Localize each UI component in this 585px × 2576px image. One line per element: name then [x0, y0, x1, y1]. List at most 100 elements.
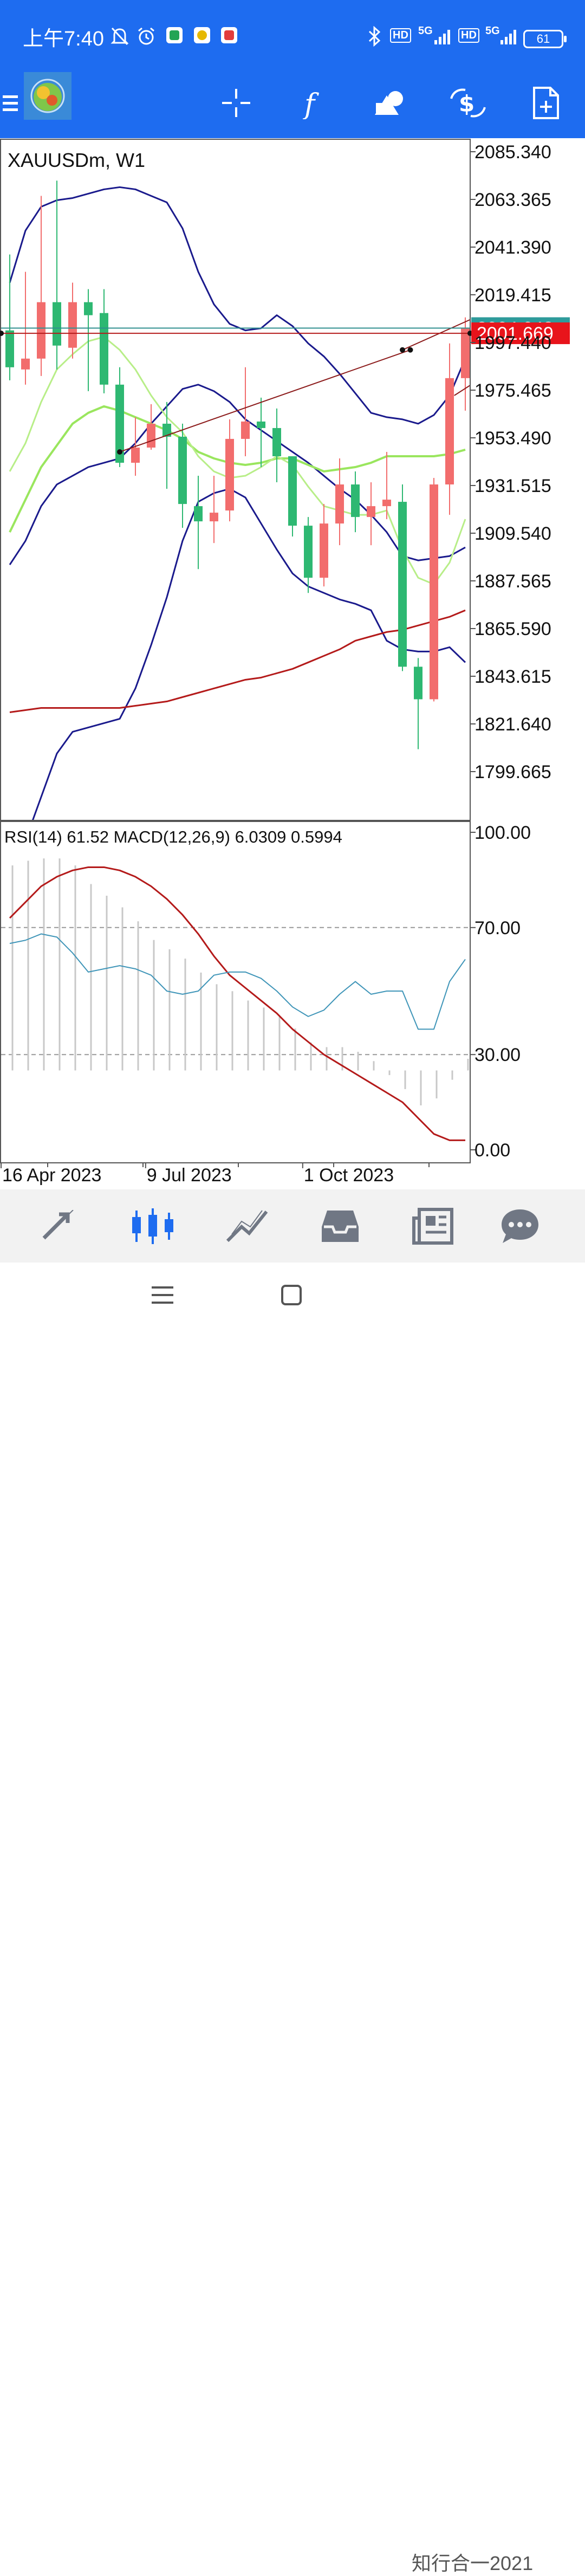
candle-body — [84, 302, 93, 315]
indicator-tick-label: 30.00 — [474, 1045, 521, 1065]
date-tick-label: 1 Oct 2023 — [304, 1165, 394, 1186]
svg-text:$: $ — [459, 90, 474, 117]
candle-body — [225, 438, 234, 511]
candle — [398, 484, 407, 671]
candle-body — [445, 378, 454, 485]
5g-label-2: 5G — [485, 25, 500, 37]
bid-label-bg — [471, 322, 570, 345]
candle — [225, 419, 234, 522]
candle — [162, 402, 171, 489]
trendline — [119, 349, 411, 452]
candle — [5, 254, 14, 380]
candle-body — [100, 313, 108, 385]
ma-fast-line — [9, 336, 466, 585]
bottom-nav — [0, 1189, 585, 1263]
price-axis: 2085.340 2063.365 2041.390 2019.415 1997.440… — [470, 142, 551, 782]
status-time: 上午7:40 — [23, 28, 104, 50]
signal-icon — [500, 30, 516, 44]
new-chart-icon[interactable] — [524, 81, 568, 125]
bluetooth-icon — [368, 26, 381, 47]
hd-label-1: HD — [390, 28, 411, 43]
price-tick-label: 1887.565 — [474, 571, 551, 592]
candle-body — [21, 358, 30, 370]
price-tick-label: 1799.665 — [474, 762, 551, 782]
app-icon-yellow — [194, 27, 210, 43]
toolbar — [0, 70, 585, 138]
candle-body — [194, 506, 203, 522]
history-icon[interactable] — [308, 1189, 373, 1263]
main-pane-border — [0, 139, 471, 821]
bollinger-upper-line — [9, 186, 466, 425]
date-axis: 16 Apr 2023 9 Jul 2023 1 Oct 2023 — [1, 1163, 430, 1186]
bollinger-lower-line — [32, 488, 466, 820]
menu-nav-icon[interactable] — [152, 1284, 173, 1306]
candle — [272, 408, 281, 483]
indicator-tick-label: 100.00 — [474, 823, 531, 843]
candle — [100, 289, 108, 393]
quotes-icon[interactable] — [26, 1189, 91, 1263]
candle — [320, 504, 328, 587]
news-icon[interactable] — [401, 1189, 466, 1263]
price-tick-label: 1843.615 — [474, 666, 551, 687]
candle — [382, 451, 391, 520]
objects-icon[interactable] — [368, 81, 412, 125]
trade-icon[interactable]: $ — [446, 81, 490, 125]
date-tick-label: 16 Apr 2023 — [2, 1165, 101, 1186]
ma-slow-line — [9, 609, 466, 714]
home-icon[interactable] — [281, 1284, 302, 1306]
trendline — [402, 319, 470, 351]
chart-area[interactable]: 2004.0482001.669 2085.340 2063.365 2041.39… — [0, 138, 585, 1189]
chart-icon[interactable] — [120, 1189, 185, 1263]
candle — [84, 289, 93, 391]
price-tick-label: 2041.390 — [474, 237, 551, 258]
candle — [288, 456, 297, 537]
watermark: 知行合一2021 — [412, 2552, 534, 2574]
candle — [257, 397, 265, 468]
price-tick-label: 1909.540 — [474, 523, 551, 544]
price-tick-label: 1953.490 — [474, 428, 551, 449]
function-icon[interactable]: f — [291, 81, 335, 125]
candle — [241, 367, 250, 456]
trade-nav-icon[interactable] — [214, 1189, 280, 1263]
candle-body — [272, 428, 281, 456]
candle-body — [178, 436, 187, 504]
battery-icon: 61 — [523, 30, 567, 48]
candle — [304, 517, 313, 593]
price-tick-label: 1821.640 — [474, 714, 551, 735]
candle — [210, 476, 218, 543]
trendline-anchor — [407, 347, 413, 353]
indicator-pane-border — [0, 821, 471, 1163]
indicator-tick-label: 70.00 — [474, 918, 521, 939]
price-tick-label: 1975.465 — [474, 380, 551, 401]
candle-body — [335, 484, 344, 524]
price-tick-label: 2019.415 — [474, 285, 551, 306]
candle — [178, 423, 187, 528]
5g-label-1: 5G — [418, 25, 433, 37]
candle-body — [382, 500, 391, 507]
candle — [194, 476, 203, 569]
crosshair-icon[interactable] — [214, 81, 258, 125]
price-tick-label: 2063.365 — [474, 190, 551, 210]
messages-icon[interactable] — [487, 1189, 552, 1263]
indicator-plots — [1, 858, 470, 1141]
candle-body — [162, 423, 171, 437]
app-logo[interactable] — [24, 72, 72, 120]
chart-background — [0, 138, 585, 1189]
symbol-label: XAUUSDm, W1 — [8, 149, 145, 171]
macd-signal-line — [9, 866, 465, 1141]
candle-body — [351, 484, 360, 517]
status-bar: 上午7:40 HD 5G HD 5G 61 — [0, 0, 585, 70]
indicator-label: RSI(14) 61.52 MACD(12,26,9) 6.0309 0.599… — [4, 827, 342, 846]
candle — [37, 196, 46, 376]
trendline — [454, 385, 470, 396]
price-lines: 2004.0482001.669 — [0, 317, 570, 345]
battery-level: 61 — [536, 32, 550, 46]
bid-label: 2001.669 — [477, 323, 554, 344]
bid-line-anchor — [0, 331, 4, 336]
candle-body — [257, 421, 265, 428]
menu-icon[interactable] — [0, 81, 22, 125]
svg-text:f: f — [302, 88, 319, 119]
price-tick-label: 2085.340 — [474, 142, 551, 163]
candle — [335, 458, 344, 546]
candle-body — [320, 523, 328, 578]
